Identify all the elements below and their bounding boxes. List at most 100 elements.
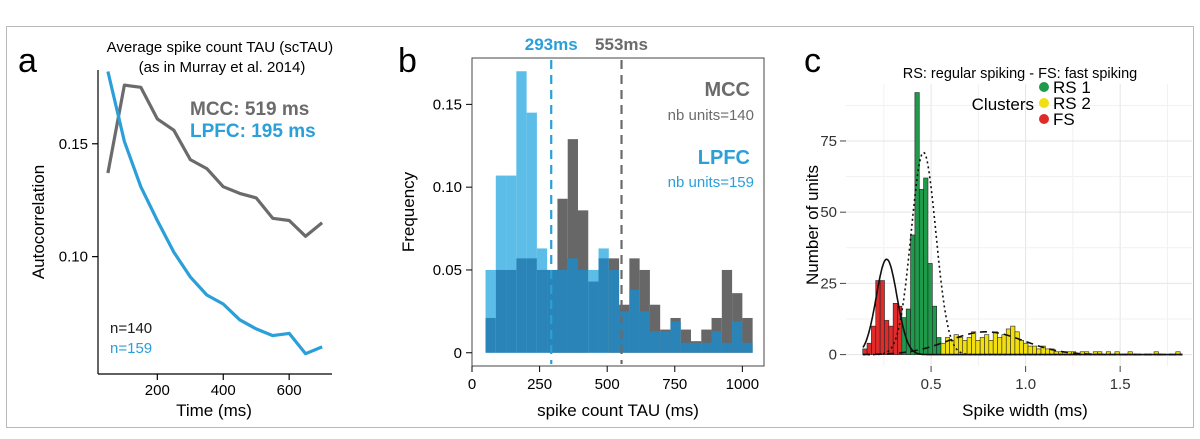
panel-c-y-tick-label: 0 [829, 347, 837, 364]
panel-c-legend-key-rs2 [1039, 98, 1049, 108]
panel-a-x-tick-label: 400 [211, 382, 236, 399]
panel-b-mcc-bar [742, 317, 753, 353]
panel-b-overlap-bar [557, 269, 568, 353]
panel-c-bars [862, 92, 1181, 355]
panel-a: a Average spike count TAU (scTAU) (as in… [18, 39, 338, 420]
panel-b-overlap-bar [649, 331, 661, 353]
panel-c-legend-label-rs2: RS 2 [1053, 94, 1091, 113]
panel-b-overlap-bar [567, 258, 578, 353]
panel-a-n-mcc: n=140 [110, 320, 152, 337]
panel-b-legend-mcc-units: nb units=140 [668, 107, 754, 124]
panel-b-overlap-bar [619, 311, 630, 353]
panel-b-lpfc-bar [495, 175, 507, 353]
panel-b-y-tick-label: 0.15 [433, 96, 462, 113]
panel-c-fit-rs1 [863, 151, 1183, 356]
panel-b-overlap-bar [506, 269, 517, 353]
panel-c-legend-key-rs1 [1039, 82, 1049, 92]
panel-b-lpfc-bar [526, 112, 537, 353]
panel-c-y-tick-label: 25 [820, 275, 837, 292]
panel-c-y-tick-label: 50 [820, 204, 837, 221]
panel-c-legend-label-fs: FS [1053, 110, 1075, 129]
panel-b-overlap-bar [598, 258, 609, 353]
panel-b-overlap-bar [495, 269, 507, 353]
panel-a-series [106, 71, 324, 356]
panel-b-reference-lines: 293ms 553ms [525, 35, 648, 364]
panel-c: c RS: regular spiking - FS: fast spiking… [803, 42, 1192, 420]
panel-b-lpfc-bar [506, 175, 517, 353]
panel-b-overlap-bar [660, 331, 671, 353]
panel-b-mcc-mean-label: 553ms [595, 35, 648, 54]
panel-b-xlabel: spike count TAU (ms) [537, 401, 699, 420]
panel-b-x-tick-label: 500 [595, 376, 620, 393]
panel-b-overlap-bar [742, 342, 753, 353]
panel-a-title-line-1: Average spike count TAU (scTAU) [107, 39, 333, 56]
panel-b-y-tick-label: 0.05 [433, 262, 462, 279]
panel-b-mcc-bar [649, 304, 661, 353]
panel-b-overlap-bar [516, 258, 527, 353]
panel-b-overlap-bar [526, 258, 537, 353]
panel-c-x-tick-label: 1.0 [1015, 376, 1036, 393]
panel-a-title: Average spike count TAU (scTAU) (as in M… [107, 39, 338, 76]
panel-a-ticks: 200 400 600 0.10 0.15 [59, 136, 302, 399]
panel-b-overlap-bar [588, 281, 599, 353]
panel-b-ticks: 0 250 500 750 1000 0 0.05 0.10 0.15 [433, 96, 759, 393]
panel-b-bars [485, 71, 753, 353]
panel-c-ticks: 0.5 1.0 1.5 0 25 50 75 [820, 133, 1130, 393]
panel-a-ylabel: Autocorrelation [29, 165, 48, 279]
panel-c-ylabel: Number of units [803, 165, 822, 285]
panel-b-ylabel: Frequency [399, 171, 418, 252]
panel-c-xlabel: Spike width (ms) [962, 401, 1088, 420]
panel-b-overlap-bar [608, 269, 620, 353]
panel-b-overlap-bar [536, 269, 548, 353]
panel-b-legend-mcc-title: MCC [704, 79, 750, 101]
panel-b-lpfc-mean-label: 293ms [525, 35, 578, 54]
panel-a-legend-lpfc: LPFC: 195 ms [190, 121, 316, 142]
panel-b-mcc-bar [721, 269, 733, 353]
panel-b-overlap-bar [485, 317, 496, 353]
panel-b-y-tick-label: 0 [454, 345, 462, 362]
panel-c-bar-fs [879, 280, 885, 355]
panel-a-xlabel: Time (ms) [176, 401, 252, 420]
panel-c-legend-key-fs [1039, 114, 1049, 124]
panel-c-fit-curves [862, 151, 1183, 356]
panel-b-y-tick-label: 0.10 [433, 179, 462, 196]
panel-b-overlap-bar [732, 321, 743, 353]
panel-b-legend-lpfc-title: LPFC [698, 147, 750, 169]
panel-b-mcc-bar [567, 139, 578, 353]
panel-a-legend-mcc: MCC: 519 ms [190, 99, 309, 120]
panel-b-x-tick-label: 0 [468, 376, 476, 393]
panel-b-overlap-bar [629, 289, 640, 353]
panel-b-x-tick-label: 750 [662, 376, 687, 393]
panel-b-x-tick-label: 1000 [726, 376, 759, 393]
panel-b-overlap-bar [577, 269, 589, 353]
panel-a-title-line-2: (as in Murray et al. 2014) [139, 59, 306, 76]
panel-c-title: RS: regular spiking - FS: fast spiking [903, 66, 1138, 82]
panel-a-label: a [18, 42, 37, 80]
panel-a-x-tick-label: 600 [277, 382, 302, 399]
panel-c-fit-rs2 [863, 330, 1183, 356]
panel-b-legend-lpfc-units: nb units=159 [668, 174, 754, 191]
panel-b-overlap-bar [680, 342, 691, 353]
panel-b-x-tick-label: 250 [527, 376, 552, 393]
panel-b-overlap-bar [670, 321, 681, 353]
panel-a-lpfc-line [106, 71, 323, 356]
panel-b-overlap-bar [639, 311, 650, 353]
panel-c-label: c [804, 42, 821, 80]
panel-c-y-tick-label: 75 [820, 133, 837, 150]
panel-b-mcc-bar [680, 329, 691, 353]
panel-b-lpfc-bar [516, 71, 527, 353]
panel-b-overlap-bar [701, 342, 712, 353]
panel-c-legend: RS 1RS 2FS [1039, 78, 1091, 129]
panel-b-overlap-bar [691, 342, 702, 353]
panel-c-legend-label-rs1: RS 1 [1053, 78, 1091, 97]
panel-b-label: b [398, 42, 417, 80]
panel-c-x-tick-label: 0.5 [921, 376, 942, 393]
panel-a-mcc-line [106, 83, 324, 238]
panel-b: b 293ms 553ms 0 250 500 750 1000 0 0.05 0.10 0.15… [398, 35, 765, 420]
panel-a-n-lpfc: n=159 [110, 340, 152, 357]
panel-a-y-tick-label: 0.15 [59, 136, 88, 153]
panel-b-overlap-bar [721, 342, 733, 353]
panel-b-lpfc-bar [485, 269, 496, 353]
